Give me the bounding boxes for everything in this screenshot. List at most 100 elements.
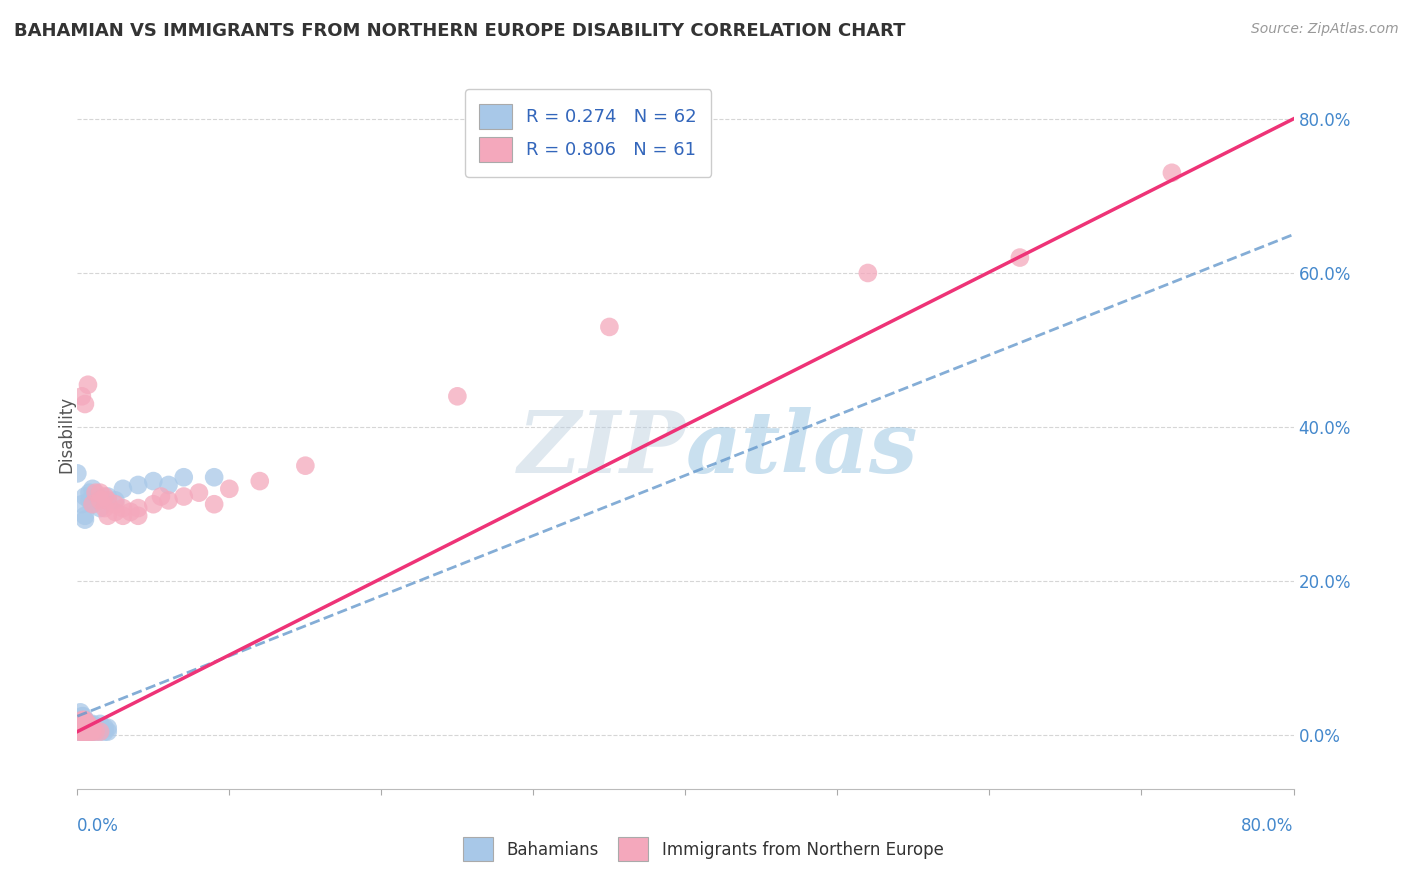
- Y-axis label: Disability: Disability: [58, 396, 75, 474]
- Point: [69, 713, 91, 727]
- Point: [142, 497, 165, 511]
- Point: [77, 717, 100, 731]
- Point: [93, 490, 115, 504]
- Point: [73, 713, 96, 727]
- Point: [70, 724, 93, 739]
- Point: [70, 717, 93, 731]
- Point: [104, 497, 127, 511]
- Text: 80.0%: 80.0%: [1241, 817, 1294, 835]
- Point: [89, 721, 111, 735]
- Point: [93, 501, 115, 516]
- Point: [69, 717, 91, 731]
- Text: 0.0%: 0.0%: [77, 817, 120, 835]
- Point: [79, 721, 101, 735]
- Point: [73, 513, 96, 527]
- Legend: Bahamians, Immigrants from Northern Europe: Bahamians, Immigrants from Northern Euro…: [456, 830, 950, 868]
- Point: [79, 493, 101, 508]
- Point: [104, 493, 127, 508]
- Point: [188, 485, 211, 500]
- Text: atlas: atlas: [686, 408, 918, 491]
- Point: [70, 709, 93, 723]
- Point: [127, 508, 149, 523]
- Point: [80, 724, 103, 739]
- Point: [97, 721, 120, 735]
- Point: [111, 482, 134, 496]
- Point: [73, 721, 96, 735]
- Point: [104, 505, 127, 519]
- Point: [77, 717, 100, 731]
- Point: [127, 478, 149, 492]
- Point: [79, 717, 101, 731]
- Point: [75, 721, 97, 735]
- Point: [75, 717, 97, 731]
- Point: [856, 266, 879, 280]
- Point: [80, 721, 103, 735]
- Point: [82, 724, 104, 739]
- Point: [72, 724, 94, 739]
- Point: [294, 458, 316, 473]
- Point: [75, 724, 97, 739]
- Point: [70, 497, 93, 511]
- Point: [75, 724, 97, 739]
- Point: [82, 721, 104, 735]
- Point: [67, 721, 90, 735]
- Point: [73, 721, 96, 735]
- Point: [72, 724, 94, 739]
- Point: [73, 508, 96, 523]
- Point: [75, 717, 97, 731]
- Point: [249, 474, 271, 488]
- Point: [79, 724, 101, 739]
- Point: [69, 706, 91, 720]
- Point: [69, 721, 91, 735]
- Point: [67, 721, 90, 735]
- Text: ZIP: ZIP: [517, 408, 686, 491]
- Point: [67, 724, 90, 739]
- Point: [446, 389, 468, 403]
- Point: [82, 497, 104, 511]
- Point: [120, 505, 142, 519]
- Point: [97, 724, 120, 739]
- Point: [97, 493, 120, 508]
- Point: [84, 724, 107, 739]
- Point: [173, 490, 195, 504]
- Point: [82, 721, 104, 735]
- Point: [69, 724, 91, 739]
- Point: [66, 467, 89, 481]
- Point: [73, 724, 96, 739]
- Point: [73, 397, 96, 411]
- Point: [73, 717, 96, 731]
- Point: [72, 717, 94, 731]
- Text: BAHAMIAN VS IMMIGRANTS FROM NORTHERN EUROPE DISABILITY CORRELATION CHART: BAHAMIAN VS IMMIGRANTS FROM NORTHERN EUR…: [14, 22, 905, 40]
- Point: [70, 721, 93, 735]
- Point: [127, 501, 149, 516]
- Point: [70, 724, 93, 739]
- Point: [202, 497, 225, 511]
- Point: [79, 721, 101, 735]
- Point: [84, 724, 107, 739]
- Point: [82, 497, 104, 511]
- Point: [82, 717, 104, 731]
- Point: [111, 508, 134, 523]
- Point: [157, 493, 180, 508]
- Point: [80, 724, 103, 739]
- Point: [70, 713, 93, 727]
- Point: [77, 724, 100, 739]
- Point: [89, 724, 111, 739]
- Point: [75, 721, 97, 735]
- Point: [70, 717, 93, 731]
- Point: [1161, 166, 1184, 180]
- Legend: R = 0.274   N = 62, R = 0.806   N = 61: R = 0.274 N = 62, R = 0.806 N = 61: [465, 89, 711, 177]
- Point: [149, 490, 172, 504]
- Point: [70, 713, 93, 727]
- Point: [69, 724, 91, 739]
- Point: [173, 470, 195, 484]
- Point: [93, 721, 115, 735]
- Point: [72, 713, 94, 727]
- Point: [72, 721, 94, 735]
- Point: [89, 485, 111, 500]
- Point: [73, 724, 96, 739]
- Point: [97, 490, 120, 504]
- Point: [82, 724, 104, 739]
- Point: [72, 717, 94, 731]
- Point: [93, 724, 115, 739]
